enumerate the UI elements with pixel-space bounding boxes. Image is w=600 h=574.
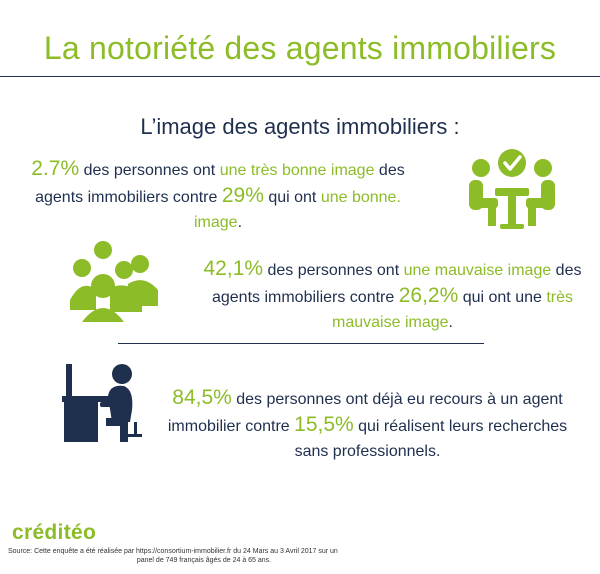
stat2-highlight-b: très mauvaise image — [332, 289, 574, 331]
stat3-text-a: des personnes ont déjà eu recours à un a… — [167, 391, 563, 435]
stat-used-agent: 84,5% des personnes ont déjà eu recours … — [150, 385, 585, 464]
source-line-1: Source: Cette enquête a été réalisée par… — [8, 548, 338, 555]
group-people-icon — [70, 241, 158, 322]
stat2-percent-b: 26,2% — [398, 284, 459, 307]
stat1-highlight-a: une très bonne image — [219, 162, 375, 179]
stat1-text-a: des personnes ont — [79, 162, 220, 179]
stat2-text-b: des agents immobiliers contre — [211, 262, 582, 306]
stat-bad-image: 42,1% des personnes ont une mauvaise ima… — [195, 256, 590, 335]
page-title: La notoriété des agents immobiliers — [43, 30, 557, 66]
section-subtitle: L’image des agents immobiliers : — [140, 114, 460, 139]
stat1-text-b: des agents immobiliers contre — [35, 162, 405, 206]
stat1-text-c: qui ont — [263, 189, 321, 206]
stat-good-image: 2.7% des personnes ont une très bonne im… — [18, 156, 418, 235]
stat3-percent: 84,5% — [172, 386, 232, 409]
source-note: Source: Cette enquête a été réalisée par… — [8, 547, 400, 565]
stat2-text-a: des personnes ont — [263, 262, 404, 279]
people-meeting-check-icon — [469, 149, 555, 229]
title-divider — [0, 76, 600, 77]
stat2-text-c: qui ont une — [458, 289, 547, 306]
stat2-highlight-a: une mauvaise image — [403, 262, 552, 279]
stat2-text-d: . — [448, 314, 453, 331]
stat2-percent: 42,1% — [203, 257, 264, 280]
person-at-computer-icon — [62, 364, 142, 442]
brand-logo: créditéo — [12, 521, 97, 544]
stat3-percent-b: 15,5% — [294, 413, 354, 436]
section-divider — [118, 343, 484, 344]
stat3-text-b: qui réalisent leurs recherches sans prof… — [294, 418, 568, 460]
source-line-2: panel de 749 français âgés de 24 à 65 an… — [136, 557, 272, 564]
stat1-highlight-b: une bonne. image — [193, 189, 401, 231]
stat1-percent: 2.7% — [31, 157, 80, 180]
stat1-text-d: . — [237, 214, 243, 231]
stat1-percent-b: 29% — [221, 184, 264, 207]
